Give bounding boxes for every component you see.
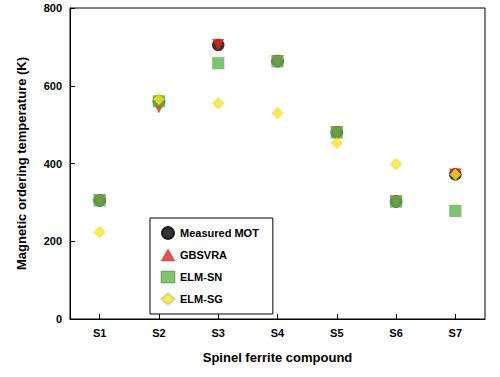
svg-text:S6: S6: [389, 327, 402, 339]
svg-text:0: 0: [56, 313, 62, 325]
svg-text:S7: S7: [449, 327, 462, 339]
svg-text:S1: S1: [93, 327, 106, 339]
svg-text:Magnetic ordering temperature: Magnetic ordering temperature (K): [14, 57, 29, 270]
svg-text:ELM-SN: ELM-SN: [180, 271, 222, 283]
svg-text:ELM-SG: ELM-SG: [180, 293, 223, 305]
svg-text:400: 400: [44, 158, 62, 170]
svg-text:Spinel ferrite compound: Spinel ferrite compound: [203, 350, 353, 365]
svg-text:S3: S3: [211, 327, 224, 339]
svg-text:200: 200: [44, 235, 62, 247]
svg-text:GBSVRA: GBSVRA: [180, 249, 227, 261]
svg-text:S4: S4: [271, 327, 285, 339]
svg-text:S5: S5: [330, 327, 343, 339]
svg-text:Measured MOT: Measured MOT: [180, 227, 259, 239]
svg-text:600: 600: [44, 80, 62, 92]
svg-text:800: 800: [44, 2, 62, 14]
svg-text:S2: S2: [152, 327, 165, 339]
